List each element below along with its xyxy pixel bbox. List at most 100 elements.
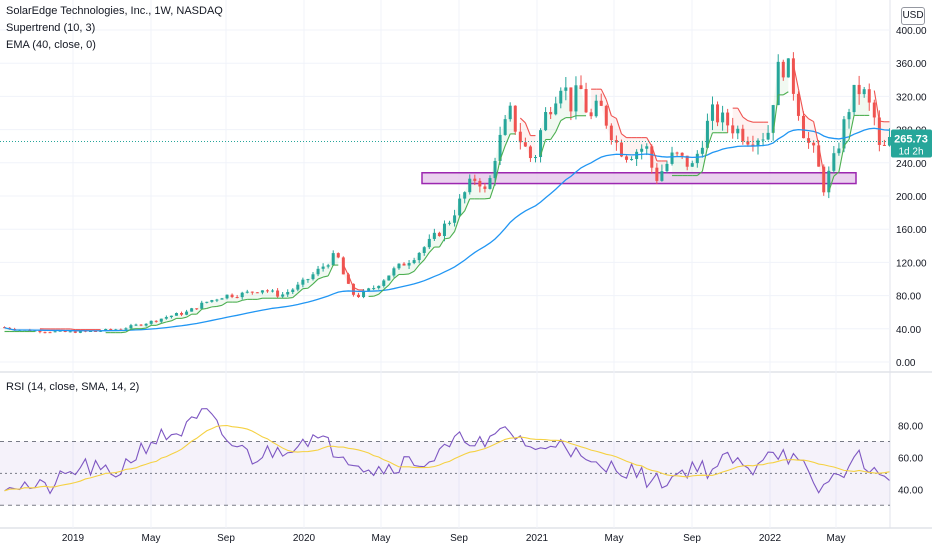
candle-body bbox=[458, 199, 461, 216]
price-tick-label: 320.00 bbox=[896, 92, 927, 103]
candle-body bbox=[524, 142, 527, 146]
candle-body bbox=[585, 89, 588, 112]
candle-body bbox=[301, 280, 304, 285]
candle-body bbox=[160, 319, 163, 322]
currency-button[interactable]: USD bbox=[901, 7, 925, 25]
candle-body bbox=[595, 101, 598, 116]
candle-body bbox=[443, 224, 446, 236]
candle-body bbox=[54, 331, 57, 332]
candle-body bbox=[883, 145, 886, 146]
supertrend-fill bbox=[247, 292, 252, 300]
candle-body bbox=[837, 148, 840, 153]
candle-body bbox=[691, 163, 694, 167]
time-tick-label: 2020 bbox=[293, 533, 316, 544]
time-tick-label: 2021 bbox=[526, 533, 549, 544]
candle-body bbox=[676, 153, 679, 154]
candle-body bbox=[74, 331, 77, 333]
candle-body bbox=[630, 159, 633, 160]
rsi-legend[interactable]: RSI (14, close, SMA, 14, 2) bbox=[6, 381, 139, 393]
time-tick-label: May bbox=[827, 533, 846, 544]
candle-body bbox=[640, 149, 643, 152]
candle-body bbox=[291, 290, 294, 292]
candle-body bbox=[726, 113, 729, 126]
candle-body bbox=[721, 113, 724, 123]
supertrend-line bbox=[404, 274, 409, 275]
time-tick-label: Sep bbox=[217, 533, 235, 544]
candle-body bbox=[655, 168, 658, 181]
candle-body bbox=[145, 324, 148, 326]
candle-body bbox=[215, 300, 218, 301]
price-tick-label: 400.00 bbox=[896, 26, 927, 37]
supertrend-line bbox=[121, 332, 126, 333]
candle-body bbox=[519, 132, 522, 143]
candle-body bbox=[580, 85, 583, 89]
candle-body bbox=[590, 112, 593, 116]
candle-body bbox=[175, 313, 178, 316]
supertrend-line bbox=[444, 238, 449, 239]
candle-body bbox=[337, 253, 340, 257]
candle-body bbox=[787, 58, 790, 77]
chart-title: SolarEdge Technologies, Inc., 1W, NASDAQ bbox=[6, 5, 223, 17]
candle-body bbox=[660, 171, 663, 181]
candle-body bbox=[858, 85, 861, 94]
candle-body bbox=[140, 325, 143, 326]
candle-body bbox=[281, 294, 284, 296]
candle-body bbox=[625, 156, 628, 159]
candle-body bbox=[403, 264, 406, 266]
candle-body bbox=[433, 233, 436, 239]
supertrend-fill bbox=[267, 291, 272, 299]
candle-body bbox=[478, 181, 481, 187]
candle-body bbox=[372, 288, 375, 289]
candle-body bbox=[671, 153, 674, 164]
candle-body bbox=[408, 263, 411, 266]
candle-body bbox=[185, 312, 188, 315]
candle-body bbox=[200, 303, 203, 309]
ema-legend[interactable]: EMA (40, close, 0) bbox=[6, 39, 96, 51]
candle-body bbox=[610, 126, 613, 140]
candle-body bbox=[848, 112, 851, 119]
candle-body bbox=[276, 291, 279, 297]
candle-body bbox=[807, 138, 810, 143]
time-tick-label: May bbox=[142, 533, 161, 544]
candle-body bbox=[448, 223, 451, 224]
candle-body bbox=[322, 267, 325, 269]
candle-body bbox=[544, 112, 547, 130]
candle-body bbox=[266, 290, 269, 291]
candle-body bbox=[782, 62, 785, 78]
supertrend-line bbox=[288, 298, 293, 299]
candle-body bbox=[220, 298, 223, 299]
candle-body bbox=[210, 300, 213, 302]
candle-body bbox=[681, 153, 684, 156]
candle-body bbox=[792, 58, 795, 94]
candle-body bbox=[423, 247, 426, 253]
candle-body bbox=[605, 106, 608, 126]
candle-body bbox=[711, 104, 714, 120]
candle-body bbox=[241, 293, 244, 297]
time-tick-label: 2019 bbox=[62, 533, 85, 544]
price-tick-label: 120.00 bbox=[896, 258, 927, 269]
candle-body bbox=[483, 186, 486, 188]
time-tick-label: May bbox=[605, 533, 624, 544]
price-badge-countdown: 1d 2h bbox=[898, 146, 923, 157]
candle-body bbox=[600, 101, 603, 106]
candle-body bbox=[246, 292, 249, 293]
candle-body bbox=[463, 192, 466, 198]
candle-body bbox=[357, 295, 360, 297]
support-zone-layer bbox=[422, 173, 856, 184]
candle-body bbox=[701, 148, 704, 154]
supertrend-legend[interactable]: Supertrend (10, 3) bbox=[6, 22, 95, 34]
candle-body bbox=[311, 274, 314, 279]
candle-body bbox=[696, 154, 699, 163]
candle-body bbox=[873, 103, 876, 118]
candle-body bbox=[438, 233, 441, 236]
candle-body bbox=[736, 129, 739, 134]
price-badge-value: 265.73 bbox=[894, 133, 928, 145]
candle-body bbox=[251, 292, 254, 293]
candle-body bbox=[564, 87, 567, 90]
candle-body bbox=[453, 215, 456, 222]
candle-body bbox=[256, 292, 259, 293]
candle-body bbox=[554, 103, 557, 114]
candle-body bbox=[832, 153, 835, 171]
